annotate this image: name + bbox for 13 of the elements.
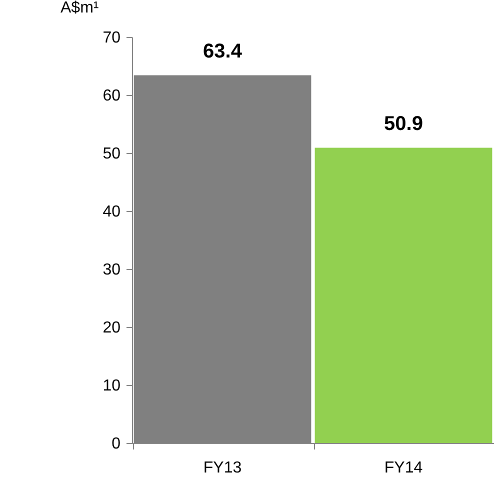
data-label: 50.9: [384, 112, 423, 135]
x-tick-label: FY13: [203, 460, 242, 476]
y-tick-label: 40: [102, 204, 121, 220]
y-axis-title: A$m¹: [60, 0, 99, 16]
y-tick-label: 0: [112, 436, 121, 452]
y-tick-label: 30: [102, 262, 121, 278]
y-tick-label: 50: [102, 146, 121, 162]
x-tick-label: FY14: [384, 460, 423, 476]
y-tick-label: 10: [102, 378, 121, 394]
y-tick-label: 70: [102, 30, 121, 46]
y-tick-label: 60: [102, 88, 121, 104]
y-tick-label: 20: [102, 320, 121, 336]
data-label: 63.4: [203, 40, 243, 62]
